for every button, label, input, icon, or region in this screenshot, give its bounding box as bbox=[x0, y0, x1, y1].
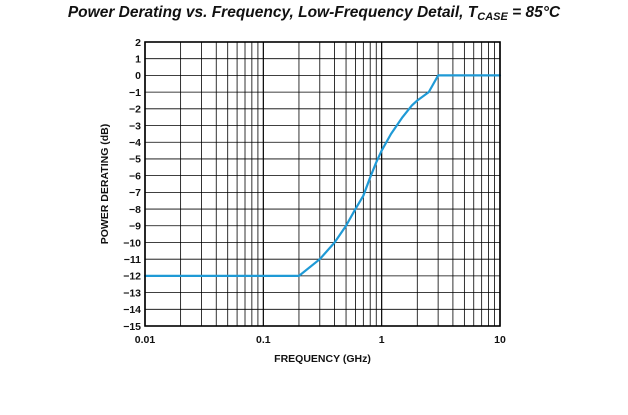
chart-title-subscript: CASE bbox=[477, 11, 508, 23]
y-tick-label: −4 bbox=[129, 137, 141, 149]
grid-minor bbox=[145, 41, 500, 327]
y-tick-label: −3 bbox=[129, 120, 141, 132]
y-tick-label: −14 bbox=[123, 304, 141, 316]
y-tick-label: −2 bbox=[129, 104, 141, 116]
y-tick-label: 0 bbox=[135, 70, 141, 82]
y-tick-label: −1 bbox=[129, 87, 141, 99]
y-tick-labels: 2 1 0 −1 −2 −3 −4 −5 −6 −7 −8 −9 −10 −11 −12 −13 −14 −15 bbox=[123, 37, 141, 333]
x-tick-labels: 0.01 0.1 1 10 bbox=[135, 334, 506, 346]
series-line-0 bbox=[143, 74, 502, 277]
y-tick-label: 1 bbox=[135, 54, 141, 66]
y-tick-label: −15 bbox=[123, 321, 141, 333]
chart-title-suffix: = 85°C bbox=[507, 4, 561, 21]
x-tick-label: 0.1 bbox=[256, 334, 271, 346]
y-tick-label: −13 bbox=[123, 287, 141, 299]
y-tick-label: −6 bbox=[129, 170, 141, 182]
y-tick-label: −9 bbox=[129, 221, 141, 233]
plot-frame bbox=[144, 41, 501, 327]
series-layer bbox=[143, 74, 502, 277]
y-tick-label: −7 bbox=[129, 187, 141, 199]
x-tick-label: 10 bbox=[494, 334, 506, 346]
y-tick-label: −11 bbox=[124, 254, 141, 266]
x-axis-label: FREQUENCY (GHz) bbox=[274, 353, 371, 365]
chart-title-prefix: Power Derating vs. Frequency, Low-Freque… bbox=[67, 4, 478, 21]
y-tick-label: −12 bbox=[123, 271, 141, 283]
chart-title: Power Derating vs. Frequency, Low-Freque… bbox=[0, 4, 628, 23]
y-tick-label: 2 bbox=[135, 37, 141, 49]
y-tick-label: −5 bbox=[129, 154, 141, 166]
x-tick-label: 1 bbox=[379, 334, 385, 346]
grid-major bbox=[144, 42, 501, 326]
y-tick-label: −10 bbox=[123, 237, 141, 249]
y-axis-label: POWER DERATING (dB) bbox=[99, 124, 111, 245]
y-tick-label: −8 bbox=[129, 204, 141, 216]
x-tick-label: 0.01 bbox=[135, 334, 156, 346]
